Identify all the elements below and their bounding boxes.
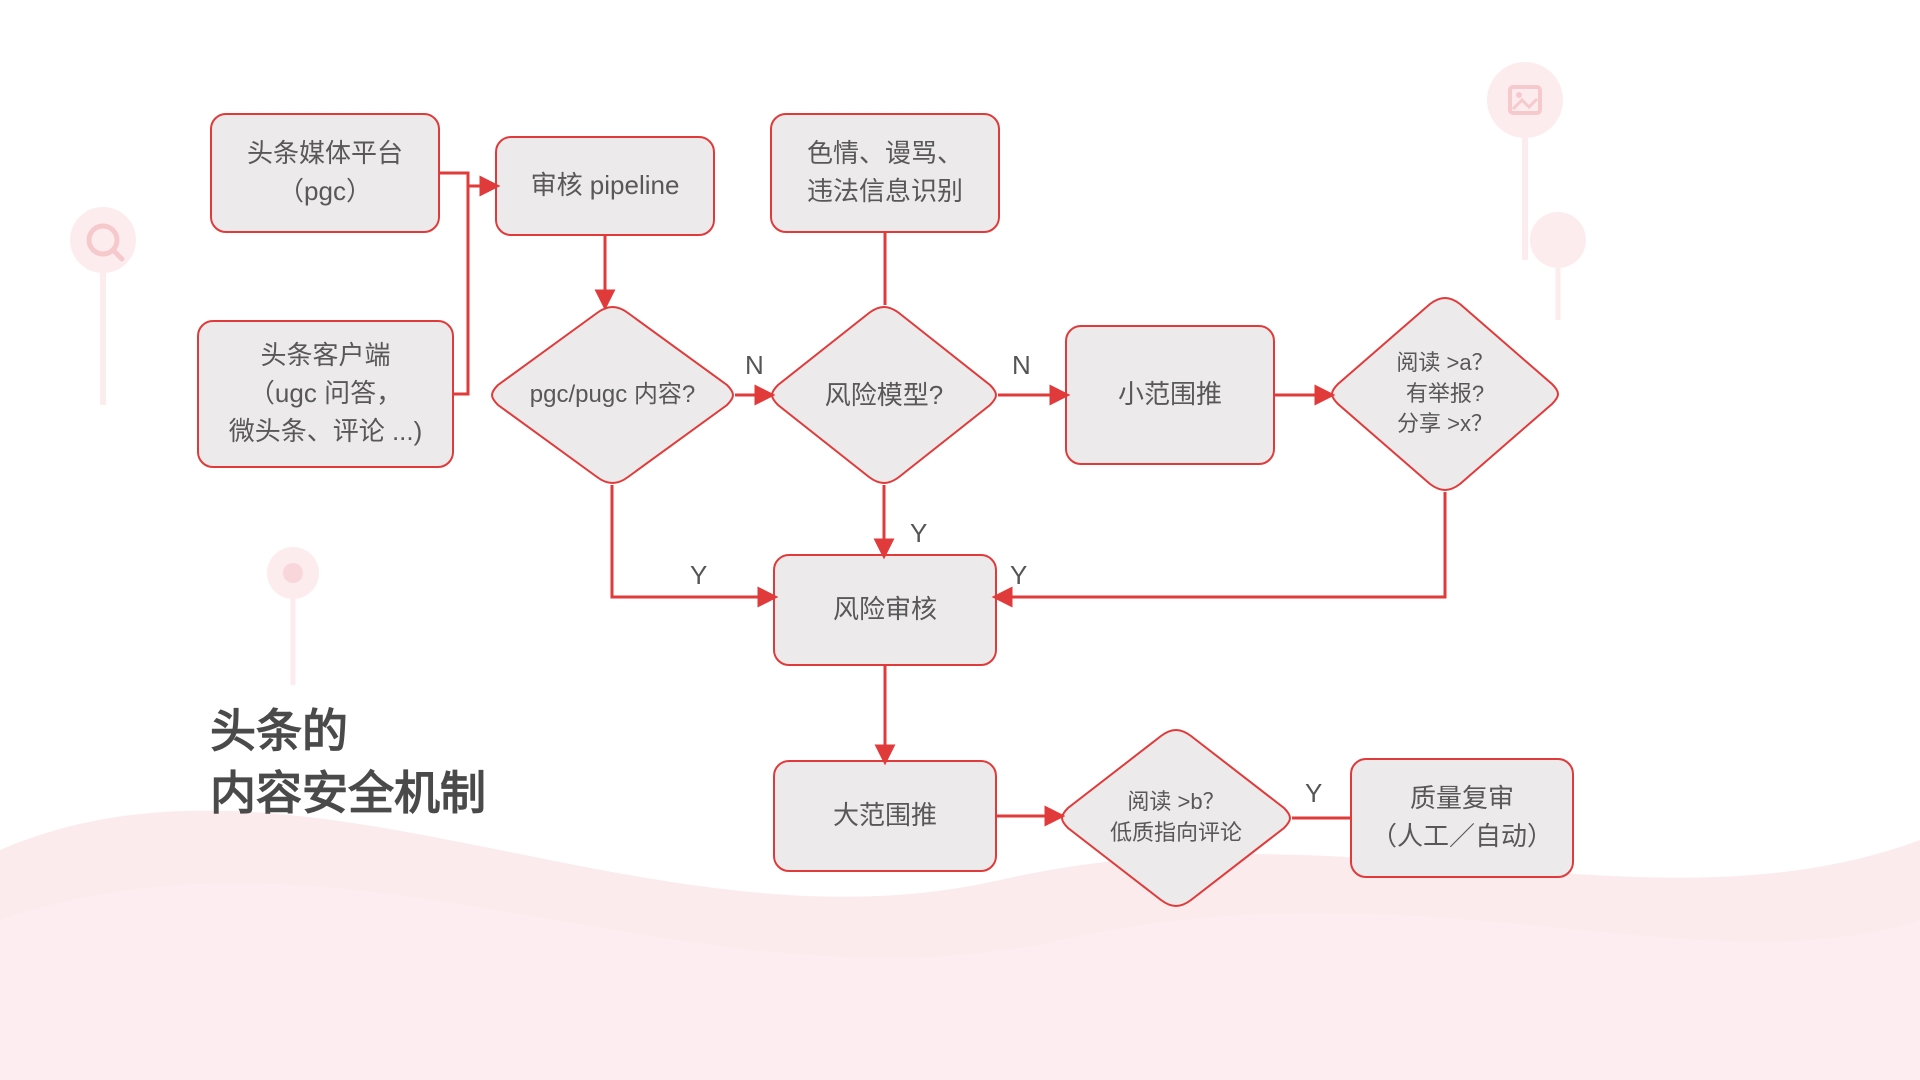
node-pgc: 头条媒体平台 （pgc） [210, 113, 440, 233]
title-line2: 内容安全机制 [210, 762, 486, 824]
node-large-push: 大范围推 [773, 760, 997, 872]
node-risk-model-decision: 风险模型? [770, 305, 998, 485]
flowchart-canvas: 头条的 内容安全机制 头条媒体平台 （pgc） 头条客户端 （ugc 问答， 微… [0, 0, 1920, 1080]
edge-label-e5: N [745, 350, 764, 381]
edge-e10 [997, 492, 1445, 597]
node-quality-review: 质量复审 （人工／自动） [1350, 758, 1574, 878]
node-ugc: 头条客户端 （ugc 问答， 微头条、评论 ...) [197, 320, 454, 468]
edge-label-e9: Y [910, 518, 927, 549]
node-ppugc-decision: pgc/pugc 内容? [490, 305, 735, 485]
page-title: 头条的 内容安全机制 [210, 700, 486, 824]
node-small-push: 小范围推 [1065, 325, 1275, 465]
edge-e2 [454, 186, 495, 394]
node-pipeline: 审核 pipeline [495, 136, 715, 236]
node-risk-review: 风险审核 [773, 554, 997, 666]
edge-e1 [440, 173, 495, 186]
node-illegal-detect: 色情、谩骂、 违法信息识别 [770, 113, 1000, 233]
edge-label-e13: Y [1305, 778, 1322, 809]
title-line1: 头条的 [210, 700, 486, 762]
node-read-b-decision: 阅读 >b？ 低质指向评论 [1060, 728, 1292, 908]
node-read-a-decision: 阅读 >a？ 有举报? 分享 >x？ [1330, 296, 1560, 492]
edge-label-e8: Y [690, 560, 707, 591]
edge-label-e6: N [1012, 350, 1031, 381]
edge-label-e10: Y [1010, 560, 1027, 591]
